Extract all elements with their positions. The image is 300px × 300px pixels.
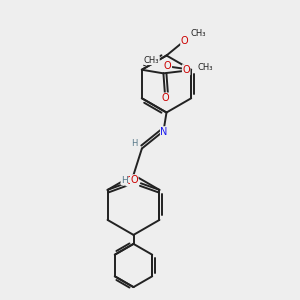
Text: O: O [130, 175, 138, 185]
Text: CH₃: CH₃ [144, 56, 159, 65]
Text: N: N [160, 127, 168, 137]
Text: H: H [121, 176, 128, 185]
Text: O: O [126, 176, 134, 186]
Text: CH₃: CH₃ [191, 29, 206, 38]
Text: O: O [181, 35, 188, 46]
Text: O: O [182, 65, 190, 75]
Text: CH₃: CH₃ [197, 64, 213, 73]
Text: O: O [161, 93, 169, 103]
Text: H: H [131, 139, 138, 148]
Text: O: O [164, 61, 172, 70]
